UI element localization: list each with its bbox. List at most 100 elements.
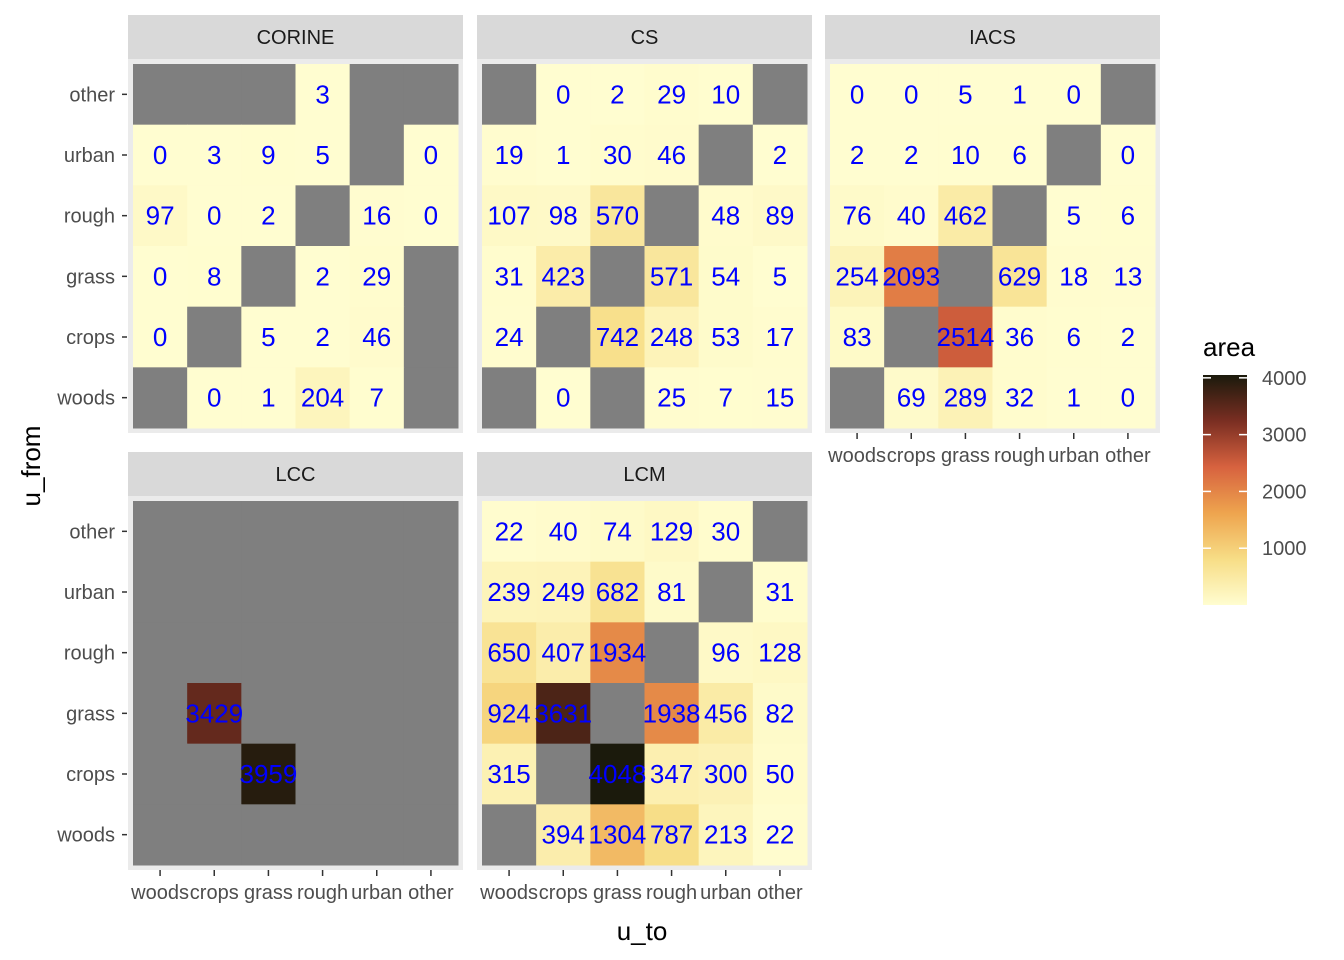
cell-value-label: 48 [711,201,740,231]
cell-value-label: 0 [556,383,570,413]
heatmap-cell [698,185,754,247]
cell-value-label: 249 [542,577,585,607]
heatmap-cell [830,246,885,308]
y-tick-label: crops [66,764,115,786]
cell-value-label: 300 [704,759,747,789]
cell-value-label: 1 [261,383,275,413]
heatmap-cell-missing [187,306,242,368]
heatmap-cell [1046,64,1102,126]
y-tick-label: grass [66,703,115,725]
x-tick-label: crops [190,882,239,904]
cell-value-label: 98 [549,201,578,231]
cell-value-label: 347 [650,759,693,789]
facet-strip [128,15,463,59]
facet-strip-label: IACS [969,27,1016,49]
x-tick-label: other [1105,445,1151,467]
heatmap-cell [830,185,885,247]
y-tick-label: other [69,521,115,543]
heatmap-cell [482,561,537,623]
cell-value-label: 32 [1005,383,1034,413]
heatmap-cell-missing [187,804,242,866]
legend-tick-label: 1000 [1262,538,1307,560]
heatmap-cell [884,124,939,186]
heatmap-cell [992,306,1048,368]
heatmap-cell-missing [403,501,459,563]
heatmap-cell [187,367,242,429]
cell-value-label: 571 [650,261,693,291]
x-tick-label: urban [1048,445,1099,467]
heatmap-cell [644,64,700,126]
cell-value-label: 2093 [882,261,940,291]
heatmap-cell-missing [295,683,351,745]
color-legend: area 1000 2000 3000 4000 [1203,332,1307,605]
cell-value-label: 924 [487,698,530,728]
heatmap-cell [1100,124,1156,186]
heatmap-cell [590,561,645,623]
cell-value-label: 22 [765,820,794,850]
cell-value-label: 54 [711,261,740,291]
heatmap-cell [482,185,537,247]
cell-value-label: 76 [843,201,872,231]
cell-value-label: 3959 [239,759,297,789]
heatmap-cell [884,367,939,429]
cell-value-label: 13 [1113,261,1142,291]
heatmap-cell-missing [133,743,188,805]
y-tick-label: rough [64,206,115,228]
cell-value-label: 2 [315,322,329,352]
cell-value-label: 3 [315,79,329,109]
y-axis-title: u_from [16,426,46,507]
heatmap-cell-missing [403,64,459,126]
facet-strip-label: LCM [623,464,665,486]
cell-value-label: 407 [542,638,585,668]
heatmap-cell-missing [133,804,188,866]
heatmap-cell [241,743,296,805]
heatmap-cell [349,306,405,368]
cell-value-label: 25 [657,383,686,413]
cell-value-label: 46 [362,322,391,352]
heatmap-cell [938,124,993,186]
cell-value-label: 30 [711,516,740,546]
heatmap-cell [752,124,808,186]
cell-value-label: 10 [711,79,740,109]
x-tick-label: urban [351,882,402,904]
cell-value-label: 83 [843,322,872,352]
heatmap-cell [1100,367,1156,429]
x-tick-label: grass [941,445,990,467]
cell-value-label: 394 [542,820,585,850]
heatmap-cell [1046,185,1102,247]
heatmap-cell-missing [349,561,405,623]
cell-value-label: 5 [773,261,787,291]
cell-value-label: 107 [487,201,530,231]
cell-value-label: 2 [850,140,864,170]
legend-tick-label: 3000 [1262,425,1307,447]
heatmap-cell [752,743,808,805]
heatmap-cell [938,306,993,368]
heatmap-cell-missing [403,683,459,745]
legend-color-bar [1203,375,1247,605]
heatmap-cell-missing [349,501,405,563]
cell-value-label: 31 [495,261,524,291]
heatmap-cell [482,306,537,368]
cell-value-label: 7 [370,383,384,413]
cell-value-label: 74 [603,516,632,546]
heatmap-cell-missing [349,804,405,866]
heatmap-cell-missing [187,64,242,126]
heatmap-cell [590,743,645,805]
cell-value-label: 40 [897,201,926,231]
heatmap-cell [1100,246,1156,308]
heatmap-cell-missing [482,804,537,866]
cell-value-label: 0 [850,79,864,109]
heatmap-cell-missing [938,246,993,308]
heatmap-cell [752,561,808,623]
cell-value-label: 8 [207,261,221,291]
heatmap-cell [830,306,885,368]
y-tick-label: other [69,84,115,106]
cell-value-label: 2 [904,140,918,170]
y-tick-label: crops [66,327,115,349]
cell-value-label: 742 [596,322,639,352]
cell-value-label: 248 [650,322,693,352]
heatmap-cell [1100,185,1156,247]
heatmap-cell-missing [295,622,351,684]
heatmap-cell-missing [349,683,405,745]
cell-value-label: 315 [487,759,530,789]
